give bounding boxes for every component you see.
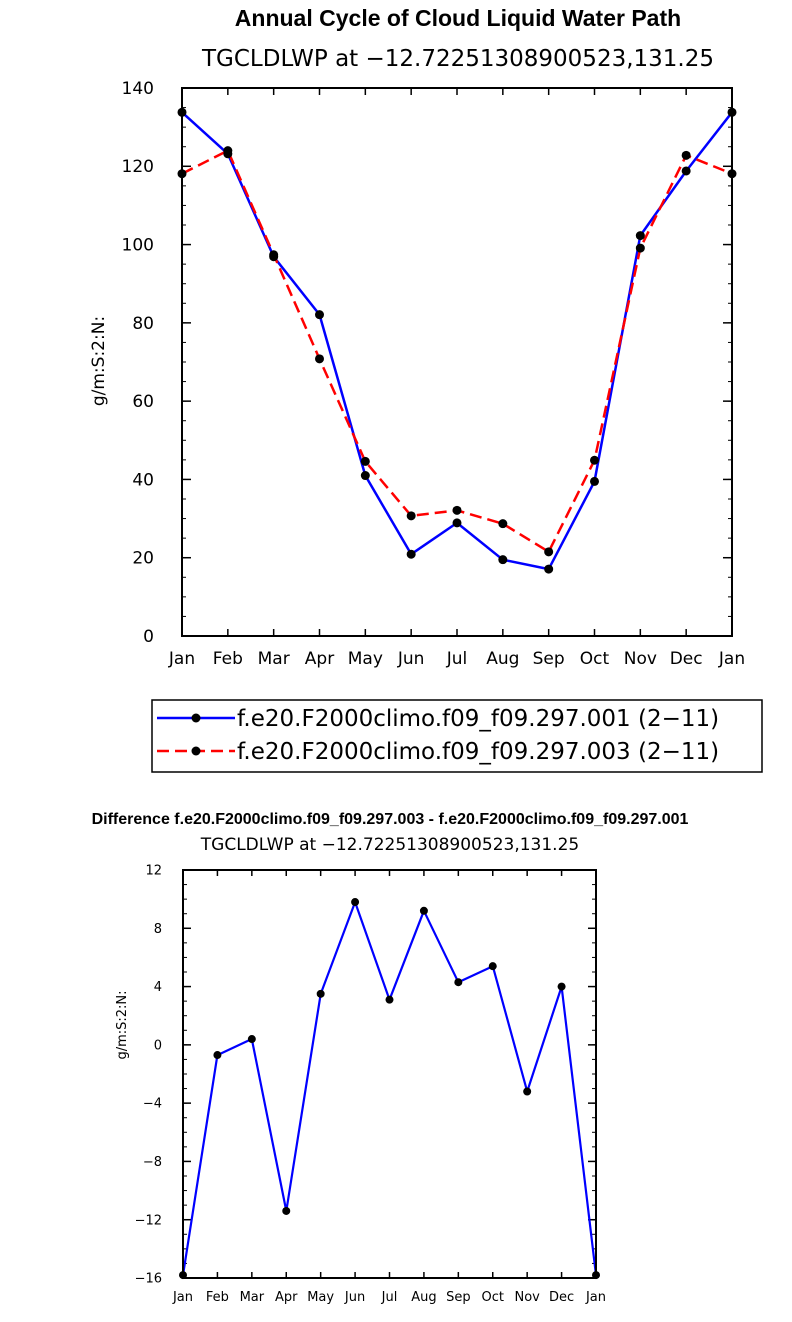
data-point-series-1 <box>316 989 325 998</box>
y-tick-label: −16 <box>135 1272 162 1287</box>
x-tick-label: Feb <box>213 649 243 669</box>
data-point-series-2 <box>681 150 691 160</box>
x-tick-label: Mar <box>258 649 290 669</box>
y-tick-label: 100 <box>122 236 154 256</box>
data-point-series-1 <box>544 564 554 574</box>
data-point-series-1 <box>488 962 497 971</box>
y-tick-label: −4 <box>143 1097 162 1112</box>
x-tick-label: May <box>307 1290 334 1305</box>
data-point-series-1 <box>454 978 463 987</box>
data-point-series-1 <box>406 549 416 559</box>
x-tick-label: Sep <box>533 649 565 669</box>
y-tick-label: 60 <box>132 392 154 412</box>
x-tick-label: Aug <box>411 1290 436 1305</box>
y-tick-label: 0 <box>143 627 154 647</box>
y-tick-label: 40 <box>132 470 154 490</box>
legend-marker-series-2 <box>191 746 201 756</box>
difference-series-lines <box>181 900 598 1276</box>
data-point-series-1 <box>523 1087 532 1096</box>
y-tick-label: 12 <box>145 864 162 879</box>
y-tick-label: −8 <box>143 1155 162 1170</box>
data-points <box>177 107 737 574</box>
y-tick-label: 0 <box>154 1038 162 1053</box>
data-point-series-1 <box>419 906 428 915</box>
legend-box <box>151 699 763 773</box>
difference-title: Difference f.e20.F2000climo.f09_f09.297.… <box>92 811 689 828</box>
axis-ticks: Jan Feb Mar Apr May Jun Jul Aug Sep Oct Nov Dec Jan 0… <box>122 79 746 669</box>
series-line-1 <box>181 900 598 1276</box>
difference-y-axis-label: g/m:S:2:N: <box>115 990 130 1059</box>
x-tick-label: Dec <box>549 1290 574 1305</box>
x-tick-label: Jul <box>381 1290 398 1305</box>
data-point-series-1 <box>557 982 566 991</box>
x-tick-label: Nov <box>624 649 657 669</box>
y-tick-label: 8 <box>154 922 162 937</box>
x-tick-label: Jan <box>718 649 745 669</box>
data-point-series-1 <box>213 1051 222 1060</box>
y-tick-label: 80 <box>132 314 154 334</box>
x-tick-label: Mar <box>240 1290 265 1305</box>
difference-subtitle: TGCLDLWP at −12.72251308900523,131.25 <box>200 835 579 855</box>
chart-subtitle: TGCLDLWP at −12.72251308900523,131.25 <box>201 46 714 72</box>
x-tick-label: Aug <box>486 649 519 669</box>
legend-label-series-2: f.e20.F2000climo.f09_f09.297.003 (2−11) <box>237 739 719 765</box>
difference-plot-frame <box>182 869 597 1279</box>
plot-frame <box>181 87 733 637</box>
data-point-series-1 <box>315 310 324 320</box>
difference-chart: Difference f.e20.F2000climo.f09_f09.297.… <box>92 811 689 1305</box>
x-tick-label: Nov <box>514 1290 540 1305</box>
series-lines <box>181 111 733 571</box>
x-tick-label: Dec <box>670 649 703 669</box>
data-point-series-1 <box>247 1035 256 1044</box>
annual-cycle-chart: Annual Cycle of Cloud Liquid Water Path … <box>89 5 745 669</box>
x-tick-label: Jan <box>168 649 195 669</box>
legend: f.e20.F2000climo.f09_f09.297.001 (2−11) … <box>151 699 763 773</box>
x-tick-label: Oct <box>482 1290 504 1305</box>
x-tick-label: Feb <box>206 1290 229 1305</box>
data-point-series-1 <box>681 166 691 176</box>
y-tick-label: 120 <box>122 157 154 177</box>
data-point-series-1 <box>635 231 645 241</box>
data-point-series-2 <box>406 511 416 521</box>
data-point-series-2 <box>635 243 645 253</box>
x-tick-label: Sep <box>446 1290 471 1305</box>
data-point-series-1 <box>590 476 599 486</box>
x-tick-label: Apr <box>305 649 334 669</box>
legend-label-series-1: f.e20.F2000climo.f09_f09.297.001 (2−11) <box>237 706 719 732</box>
x-tick-label: Jun <box>397 649 425 669</box>
chart-title: Annual Cycle of Cloud Liquid Water Path <box>235 5 681 31</box>
difference-axis-ticks: Jan Feb Mar Apr May Jun Jul Aug Sep Oct Nov Dec Jan−… <box>135 864 606 1305</box>
data-point-series-2 <box>590 455 599 465</box>
data-point-series-1 <box>452 518 462 528</box>
x-tick-label: Jun <box>344 1290 365 1305</box>
y-tick-label: −12 <box>135 1213 162 1228</box>
data-point-series-2 <box>269 250 279 260</box>
data-point-series-1 <box>360 471 370 481</box>
y-axis-label: g/m:S:2:N: <box>89 316 109 406</box>
data-point-series-1 <box>498 555 508 565</box>
data-point-series-1 <box>351 898 360 907</box>
x-tick-label: Jan <box>585 1290 606 1305</box>
data-point-series-2 <box>223 146 233 156</box>
x-tick-label: Jul <box>446 649 468 669</box>
data-point-series-2 <box>498 519 508 529</box>
x-tick-label: Oct <box>580 649 610 669</box>
y-tick-label: 140 <box>122 79 154 99</box>
legend-marker-series-1 <box>191 713 201 723</box>
series-line-2 <box>181 149 733 554</box>
y-tick-label: 4 <box>154 980 162 995</box>
data-point-series-2 <box>452 505 462 515</box>
y-tick-label: 20 <box>132 549 154 569</box>
series-line-1 <box>181 111 733 571</box>
data-point-series-1 <box>282 1206 291 1215</box>
x-tick-label: May <box>348 649 383 669</box>
data-point-series-1 <box>385 995 394 1004</box>
x-tick-label: Jan <box>172 1290 193 1305</box>
difference-data-points <box>179 898 600 1280</box>
x-tick-label: Apr <box>275 1290 298 1305</box>
data-point-series-2 <box>360 456 370 466</box>
data-point-series-2 <box>315 354 324 364</box>
data-point-series-2 <box>544 547 554 557</box>
